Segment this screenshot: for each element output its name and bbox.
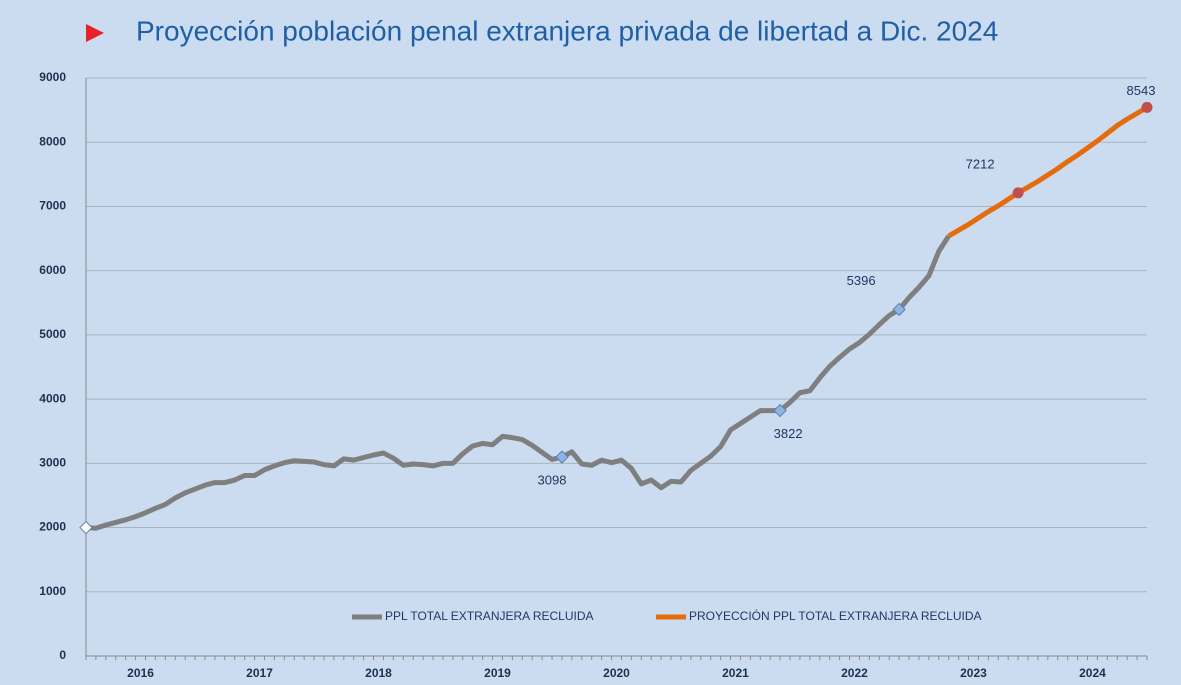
y-tick-label: 0 [59, 648, 66, 662]
series-line [947, 105, 1149, 239]
title-bullet [86, 24, 104, 42]
data-label: 3822 [774, 426, 803, 441]
data-marker [1012, 187, 1024, 199]
data-label: 8543 [1127, 83, 1156, 98]
y-tick-label: 1000 [39, 584, 66, 598]
legend-label: PROYECCIÓN PPL TOTAL EXTRANJERA RECLUIDA [689, 608, 982, 623]
x-tick-label: 2016 [127, 666, 154, 680]
data-marker [79, 520, 93, 535]
y-tick-label: 8000 [39, 134, 66, 148]
x-tick-label: 2023 [960, 666, 987, 680]
y-tick-label: 5000 [39, 327, 66, 341]
y-tick-label: 7000 [39, 199, 66, 213]
chart-title: Proyección población penal extranjera pr… [136, 15, 998, 46]
x-tick-label: 2020 [603, 666, 630, 680]
data-label: 3098 [538, 472, 567, 487]
y-tick-label: 6000 [39, 263, 66, 277]
series-line [85, 234, 951, 531]
legend-label: PPL TOTAL EXTRANJERA RECLUIDA [385, 609, 594, 623]
data-label: 5396 [847, 273, 876, 288]
data-marker [1141, 101, 1153, 113]
x-tick-label: 2018 [365, 666, 392, 680]
data-marker [555, 450, 569, 464]
data-marker [773, 403, 787, 418]
data-marker [892, 302, 906, 317]
x-tick-label: 2021 [722, 666, 749, 680]
x-tick-label: 2017 [246, 666, 273, 680]
x-tick-label: 2022 [841, 666, 868, 680]
y-tick-label: 4000 [39, 391, 66, 405]
data-label: 7212 [966, 156, 995, 171]
y-tick-label: 3000 [39, 456, 66, 470]
y-tick-label: 2000 [39, 520, 66, 534]
x-tick-label: 2019 [484, 666, 511, 680]
y-tick-label: 9000 [39, 70, 66, 84]
x-tick-label: 2024 [1079, 666, 1106, 680]
